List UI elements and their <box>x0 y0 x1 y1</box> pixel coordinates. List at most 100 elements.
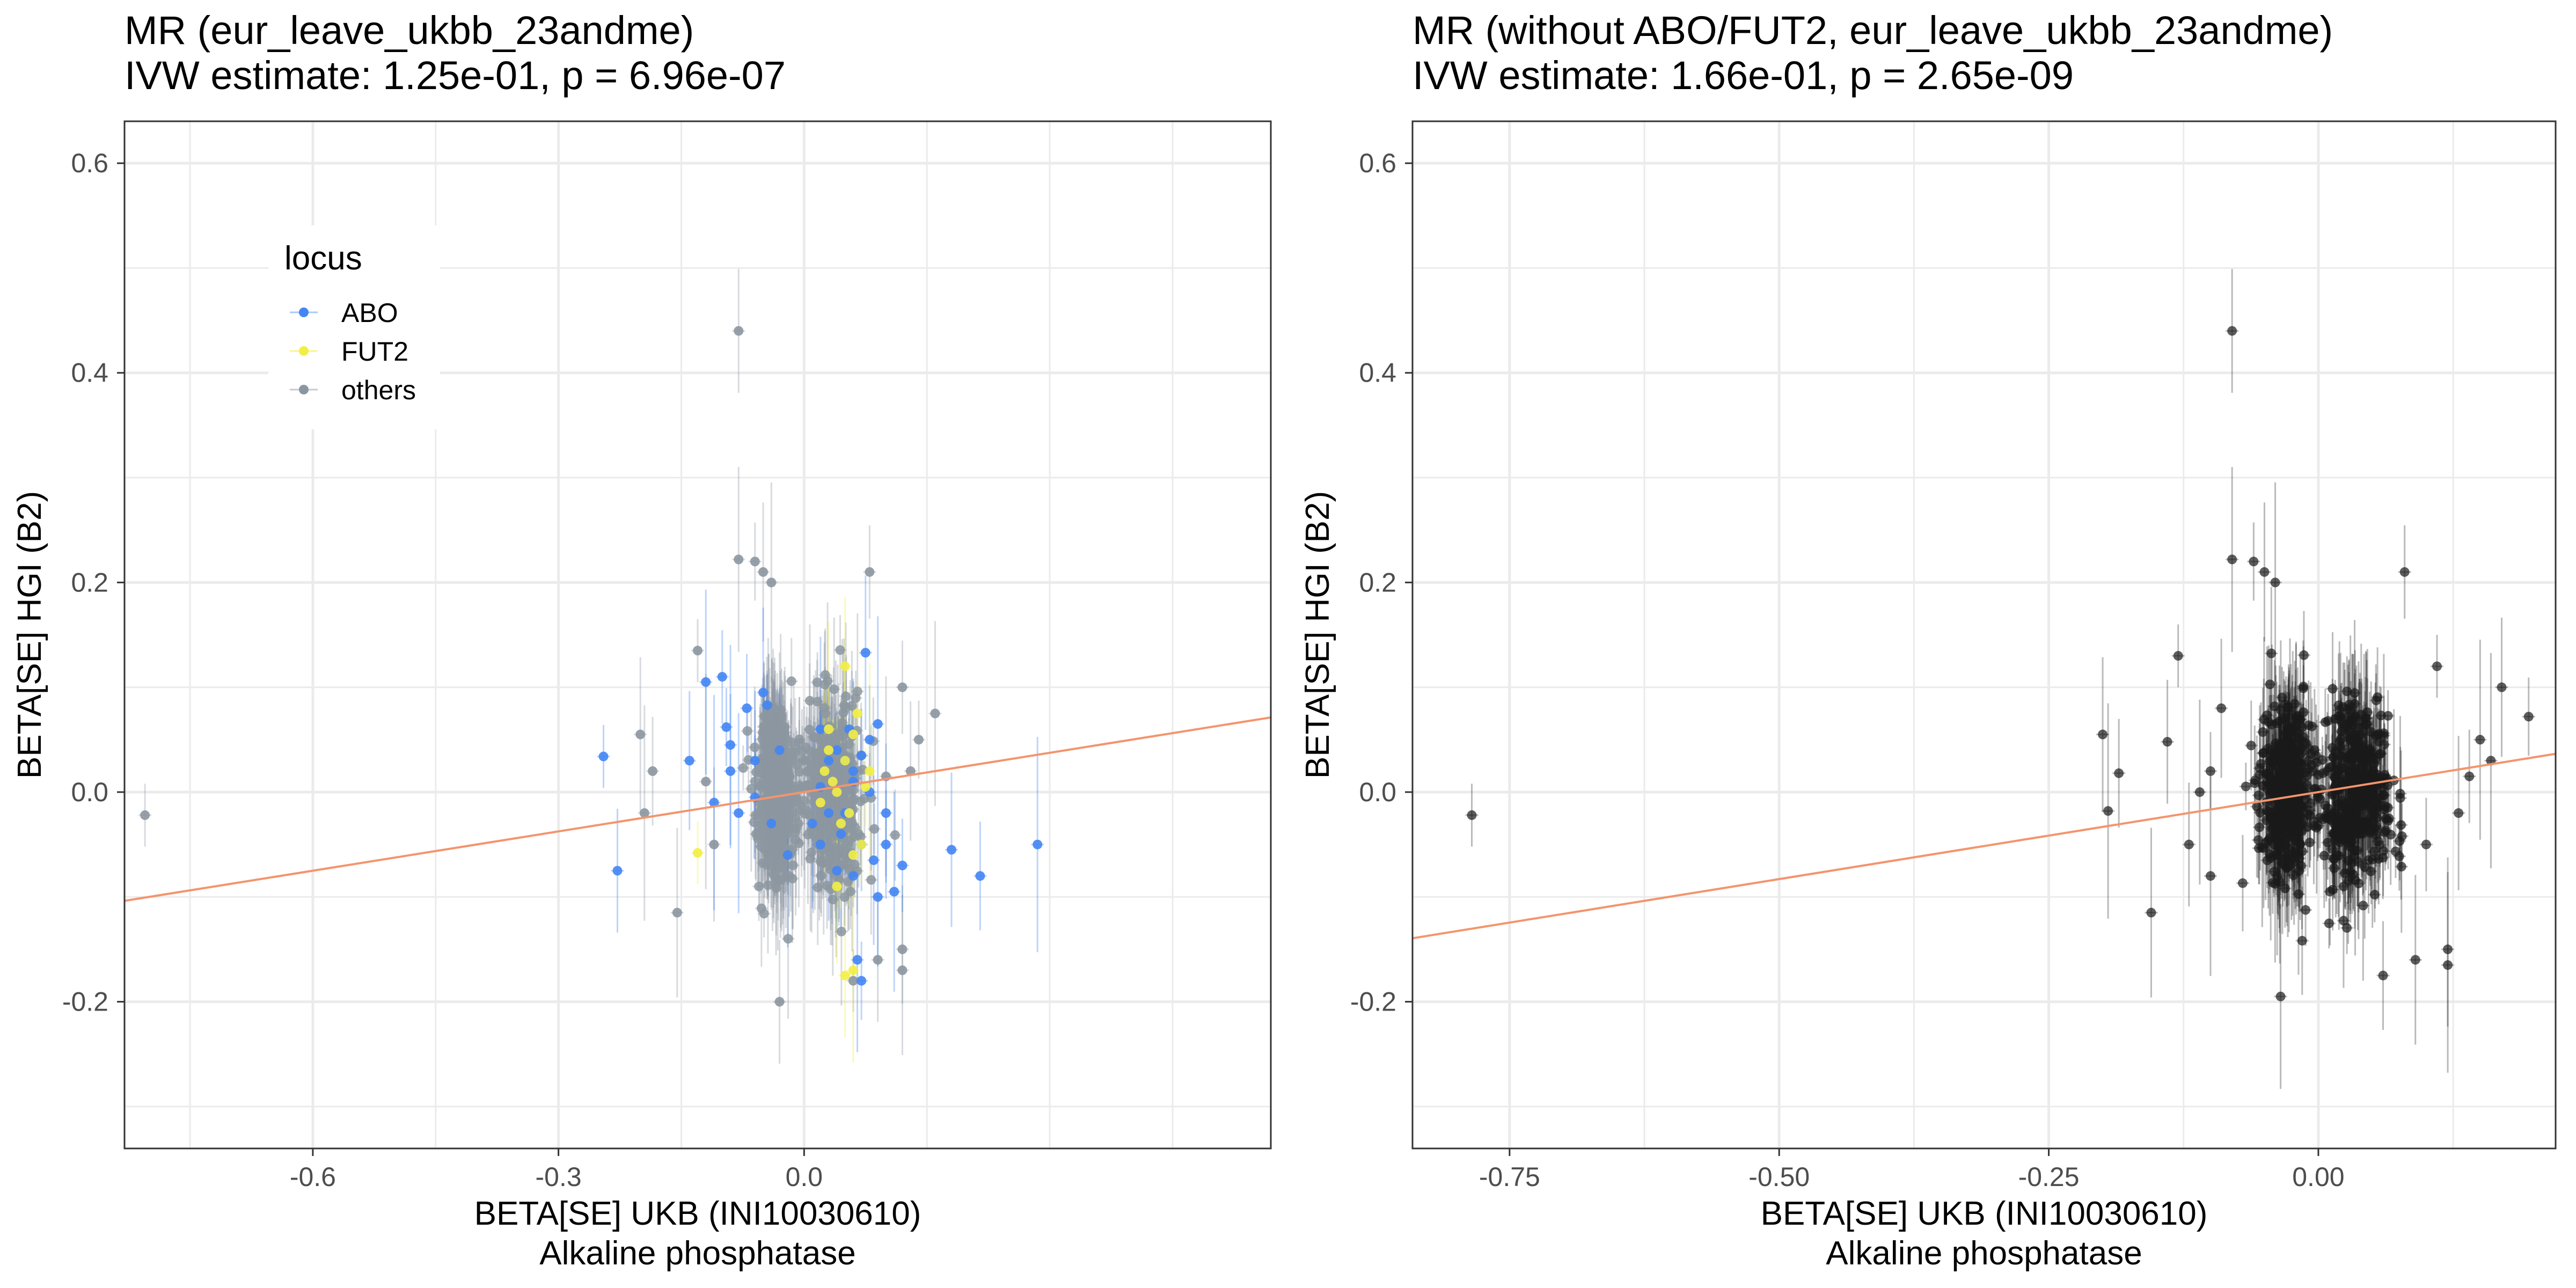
legend-title: locus <box>284 240 362 277</box>
left-data-point <box>836 818 846 829</box>
right-data-point <box>2299 650 2309 660</box>
left-data-point <box>801 743 811 753</box>
left-data-point <box>824 724 834 734</box>
left-data-point <box>905 766 916 776</box>
left-data-point <box>840 661 850 671</box>
right-plot-background <box>1413 121 2556 1148</box>
left-data-point <box>851 693 861 703</box>
left-data-point <box>783 934 793 944</box>
left-data-point <box>766 577 777 588</box>
left-data-point <box>897 944 908 954</box>
left-data-point <box>779 808 789 818</box>
left-data-point <box>762 700 772 710</box>
left-data-point <box>852 708 862 719</box>
left-data-point <box>865 567 875 577</box>
left-data-point <box>750 776 760 786</box>
left-data-point <box>701 677 711 687</box>
left-data-point <box>804 724 815 735</box>
right-subtitle: IVW estimate: 1.66e-01, p = 2.65e-09 <box>1413 53 2074 98</box>
left-data-point <box>869 824 880 834</box>
left-data-point <box>762 732 772 742</box>
left-data-point <box>860 648 870 658</box>
left-data-point <box>873 719 883 729</box>
left-data-point <box>818 857 829 867</box>
left-data-point <box>787 807 797 817</box>
left-data-point <box>844 739 854 749</box>
right-data-point <box>2253 835 2263 845</box>
left-data-point <box>763 755 773 765</box>
right-panel: MR (without ABO/FUT2, eur_leave_ukbb_23a… <box>1299 8 2557 1272</box>
left-data-point <box>709 839 719 850</box>
left-data-point <box>913 735 924 745</box>
left-data-point <box>836 829 846 839</box>
right-data-point <box>2272 718 2282 728</box>
left-data-point <box>612 866 623 876</box>
left-data-point <box>832 787 842 797</box>
left-data-point <box>813 697 823 707</box>
left-data-point <box>775 875 786 885</box>
left-data-point <box>786 747 796 757</box>
left-data-point <box>836 926 846 936</box>
left-data-point <box>759 818 769 829</box>
left-data-point <box>774 758 785 769</box>
left-data-point <box>841 691 851 701</box>
left-data-point <box>819 766 830 776</box>
left-data-point <box>766 861 777 872</box>
left-data-point <box>865 766 875 776</box>
right-data-point <box>2297 935 2307 946</box>
left-data-point <box>726 740 736 750</box>
left-data-point <box>140 810 150 820</box>
left-data-point <box>840 970 850 980</box>
right-data-point <box>2266 648 2277 658</box>
left-data-point <box>805 696 815 706</box>
left-data-point <box>848 965 858 975</box>
left-data-point <box>847 701 857 711</box>
left-data-point <box>855 796 866 807</box>
left-data-point <box>832 881 842 891</box>
right-data-point <box>2256 759 2266 769</box>
right-data-point <box>2299 737 2309 747</box>
right-data-point <box>2279 713 2289 723</box>
left-data-point <box>753 828 764 838</box>
left-data-point <box>857 839 867 850</box>
left-data-point <box>848 785 859 795</box>
left-data-point <box>828 777 838 787</box>
right-data-point <box>2302 780 2312 790</box>
left-data-point <box>758 687 769 698</box>
right-data-point <box>2246 741 2256 751</box>
left-y-ticks: -0.2 0.0 0.2 0.4 0.6 <box>62 148 125 1017</box>
left-data-point <box>852 955 862 965</box>
left-data-point <box>815 797 825 808</box>
legend-others-key-point <box>299 385 309 394</box>
left-data-point <box>824 745 834 755</box>
legend-entry-fut2: FUT2 <box>290 336 408 367</box>
left-data-point <box>758 567 769 577</box>
left-data-point <box>809 732 819 742</box>
left-data-point <box>726 766 736 776</box>
left-data-point <box>742 703 752 713</box>
left-data-point <box>850 823 860 833</box>
left-data-point <box>838 766 848 776</box>
right-points <box>1467 326 2534 1001</box>
left-data-point <box>857 976 867 986</box>
left-data-point <box>782 850 793 860</box>
left-data-point <box>742 726 752 736</box>
left-data-point <box>890 830 900 840</box>
left-data-point <box>848 729 858 740</box>
left-data-point <box>734 326 744 336</box>
left-data-point <box>850 859 860 869</box>
left-data-point <box>816 732 826 742</box>
right-data-point <box>2237 878 2248 888</box>
left-data-point <box>857 750 867 760</box>
left-data-point <box>831 735 841 745</box>
left-data-point <box>791 835 801 845</box>
left-data-point <box>815 839 825 850</box>
left-data-point <box>889 887 899 897</box>
right-data-point <box>2296 760 2307 770</box>
left-data-point <box>721 722 731 732</box>
legend-background <box>268 225 440 429</box>
left-data-point <box>770 735 780 745</box>
legend-abo-key-point <box>299 308 309 317</box>
left-title: MR (eur_leave_ukbb_23andme) <box>125 8 694 53</box>
left-data-point <box>635 729 646 740</box>
